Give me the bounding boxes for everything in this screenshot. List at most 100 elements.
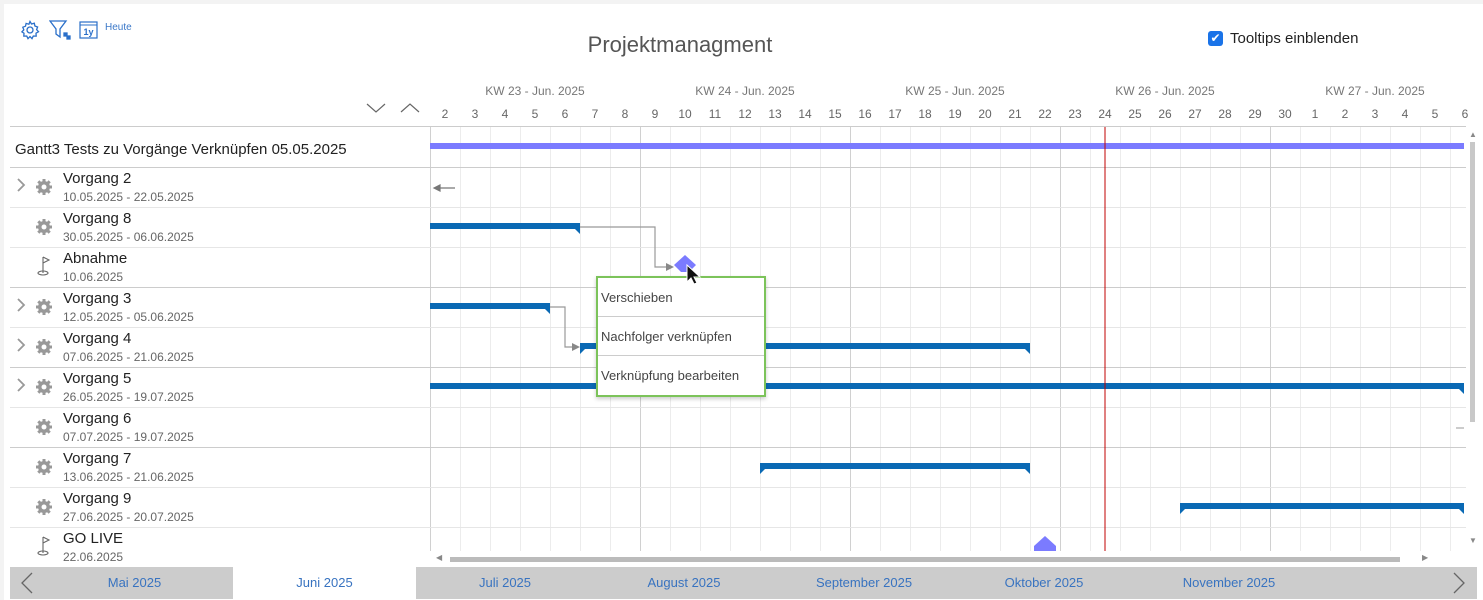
- gear-icon: [35, 298, 53, 321]
- bar-end-notch: [1459, 389, 1464, 394]
- task-name: Vorgang 7: [63, 450, 132, 467]
- bar-start-notch: [760, 469, 765, 474]
- milestone-go-live[interactable]: [1034, 536, 1056, 551]
- gear-icon[interactable]: [20, 20, 40, 45]
- task-name: Vorgang 4: [63, 330, 132, 347]
- horizontal-scrollbar[interactable]: ◀ ▶: [434, 553, 1434, 565]
- day-label: 9: [651, 107, 659, 121]
- gear-icon: [35, 418, 53, 441]
- project-name: Gantt3 Tests zu Vorgänge Verknüpfen 05.0…: [15, 141, 347, 158]
- grid-column-line: [460, 127, 461, 551]
- task-row[interactable]: Vorgang 9 27.06.2025 - 20.07.2025: [10, 487, 430, 527]
- vertical-scrollbar[interactable]: ▲ ▼: [1466, 128, 1480, 548]
- grid-column-line: [880, 127, 881, 551]
- today-button[interactable]: Heute: [105, 22, 132, 33]
- grid-column-line: [1060, 127, 1061, 551]
- bar-vorgang-8[interactable]: [430, 223, 580, 234]
- scroll-down-arrow-icon[interactable]: ▼: [1469, 536, 1477, 545]
- day-label: 6: [561, 107, 569, 121]
- scroll-right-arrow-icon[interactable]: ▶: [1422, 553, 1429, 562]
- menu-item-nachfolger-verknuepfen[interactable]: Nachfolger verknüpfen: [598, 317, 764, 356]
- day-label: 29: [1248, 107, 1262, 121]
- task-dates: 30.05.2025 - 06.06.2025: [63, 230, 194, 244]
- task-row[interactable]: GO LIVE 22.06.2025: [10, 527, 430, 567]
- task-row[interactable]: Vorgang 5 26.05.2025 - 19.07.2025: [10, 367, 430, 407]
- tooltips-checkbox[interactable]: ✔: [1208, 31, 1223, 46]
- day-label: 14: [798, 107, 812, 121]
- grid-column-line: [820, 127, 821, 551]
- horizontal-scroll-thumb[interactable]: [450, 557, 1400, 562]
- collapse-all-chevron-down-icon[interactable]: [366, 101, 386, 120]
- day-label: 3: [1371, 107, 1379, 121]
- task-row[interactable]: Vorgang 2 10.05.2025 - 22.05.2025: [10, 167, 430, 207]
- task-row[interactable]: Vorgang 7 13.06.2025 - 21.06.2025: [10, 447, 430, 487]
- vertical-scroll-thumb[interactable]: [1470, 142, 1475, 422]
- day-label: 8: [621, 107, 629, 121]
- task-row[interactable]: Vorgang 8 30.05.2025 - 06.06.2025: [10, 207, 430, 247]
- week-label: KW 24 - Jun. 2025: [695, 84, 795, 98]
- calendar-1y-icon[interactable]: 1y: [79, 20, 99, 45]
- day-label: 7: [591, 107, 599, 121]
- task-row[interactable]: Abnahme 10.06.2025: [10, 247, 430, 287]
- grid-column-line: [850, 127, 851, 551]
- day-label: 4: [501, 107, 509, 121]
- grid-column-line: [1300, 127, 1301, 551]
- flag-icon: [35, 255, 53, 282]
- task-dates: 07.07.2025 - 19.07.2025: [63, 430, 194, 444]
- task-row[interactable]: Vorgang 3 12.05.2025 - 05.06.2025: [10, 287, 430, 327]
- bar-vorgang-4[interactable]: [580, 343, 1030, 354]
- scroll-left-arrow-icon[interactable]: ◀: [436, 553, 443, 562]
- task-dates: 22.06.2025: [63, 550, 124, 564]
- week-label: KW 23 - Jun. 2025: [485, 84, 585, 98]
- bar-vorgang-9[interactable]: [1180, 503, 1464, 514]
- month-tab[interactable]: August 2025: [647, 575, 721, 590]
- tooltips-label: Tooltips einblenden: [1230, 30, 1359, 47]
- task-row[interactable]: Vorgang 6 07.07.2025 - 19.07.2025: [10, 407, 430, 447]
- day-label: 6: [1461, 107, 1469, 121]
- grid-column-line: [1090, 127, 1091, 551]
- grid-column-line: [1330, 127, 1331, 551]
- expand-chevron-icon[interactable]: [16, 298, 26, 317]
- previous-month-chevron-icon[interactable]: [20, 572, 34, 599]
- month-tab[interactable]: November 2025: [1182, 575, 1276, 590]
- task-row[interactable]: Vorgang 4 07.06.2025 - 21.06.2025: [10, 327, 430, 367]
- month-tab[interactable]: Juli 2025: [478, 575, 532, 590]
- day-label: 13: [768, 107, 782, 121]
- scroll-up-arrow-icon[interactable]: ▲: [1469, 130, 1477, 139]
- task-dates: 10.05.2025 - 22.05.2025: [63, 190, 194, 204]
- page-title: Projektmanagment: [587, 32, 773, 57]
- grid-column-line: [520, 127, 521, 551]
- next-month-chevron-icon[interactable]: [1452, 572, 1466, 599]
- menu-item-verknuepfung-bearbeiten[interactable]: Verknüpfung bearbeiten: [601, 368, 740, 383]
- month-tab[interactable]: Oktober 2025: [1004, 575, 1084, 590]
- tooltips-toggle[interactable]: ✔ Tooltips einblenden: [1208, 30, 1358, 47]
- expand-chevron-icon[interactable]: [16, 378, 26, 397]
- grid-column-line: [970, 127, 971, 551]
- bar-vorgang-7[interactable]: [760, 463, 1030, 474]
- row-divider: [10, 527, 1466, 528]
- calendar-label: 1y: [83, 27, 93, 37]
- day-label: 2: [1341, 107, 1349, 121]
- month-tab[interactable]: Mai 2025: [107, 575, 162, 590]
- grid-column-line: [1120, 127, 1121, 551]
- bar-vorgang-5[interactable]: [430, 383, 1464, 394]
- bar-vorgang-3[interactable]: [430, 303, 550, 314]
- row-divider: [10, 407, 1466, 408]
- month-tab[interactable]: Juni 2025: [233, 567, 416, 599]
- menu-item-verschieben[interactable]: Verschieben: [598, 278, 764, 317]
- grid-column-line: [1030, 127, 1031, 551]
- task-name: Vorgang 5: [63, 370, 132, 387]
- row-divider: [10, 487, 1466, 488]
- gear-icon: [35, 498, 53, 521]
- month-tab[interactable]: September 2025: [815, 575, 913, 590]
- expand-chevron-icon[interactable]: [16, 338, 26, 357]
- bar-start-notch: [1180, 509, 1185, 514]
- expand-all-chevron-up-icon[interactable]: [400, 101, 420, 120]
- expand-chevron-icon[interactable]: [16, 178, 26, 197]
- grid-column-line: [1450, 127, 1451, 551]
- day-label: 28: [1218, 107, 1232, 121]
- grid-column-line: [1150, 127, 1151, 551]
- filter-icon[interactable]: [48, 20, 71, 45]
- grid-column-line: [490, 127, 491, 551]
- task-dates: 12.05.2025 - 05.06.2025: [63, 310, 194, 324]
